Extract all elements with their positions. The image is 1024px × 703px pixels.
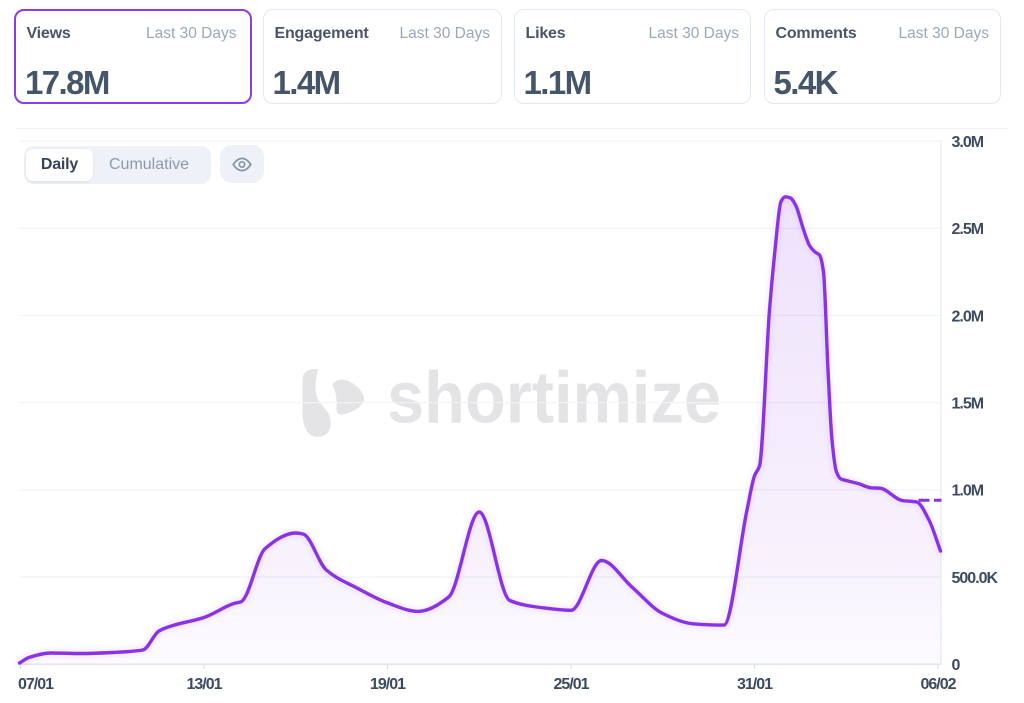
svg-text:19/01: 19/01 <box>370 676 406 693</box>
svg-text:07/01: 07/01 <box>18 676 54 693</box>
svg-text:2.5M: 2.5M <box>952 221 984 238</box>
svg-text:2.0M: 2.0M <box>952 308 984 325</box>
svg-text:shortimize: shortimize <box>387 358 721 439</box>
svg-text:500.0K: 500.0K <box>952 570 999 587</box>
svg-text:0: 0 <box>952 657 961 674</box>
svg-text:13/01: 13/01 <box>186 676 222 693</box>
svg-text:25/01: 25/01 <box>553 676 589 693</box>
svg-text:06/02: 06/02 <box>920 676 956 693</box>
svg-text:1.0M: 1.0M <box>952 483 984 500</box>
svg-text:1.5M: 1.5M <box>952 396 984 413</box>
svg-text:31/01: 31/01 <box>737 676 773 693</box>
svg-text:3.0M: 3.0M <box>952 134 984 151</box>
